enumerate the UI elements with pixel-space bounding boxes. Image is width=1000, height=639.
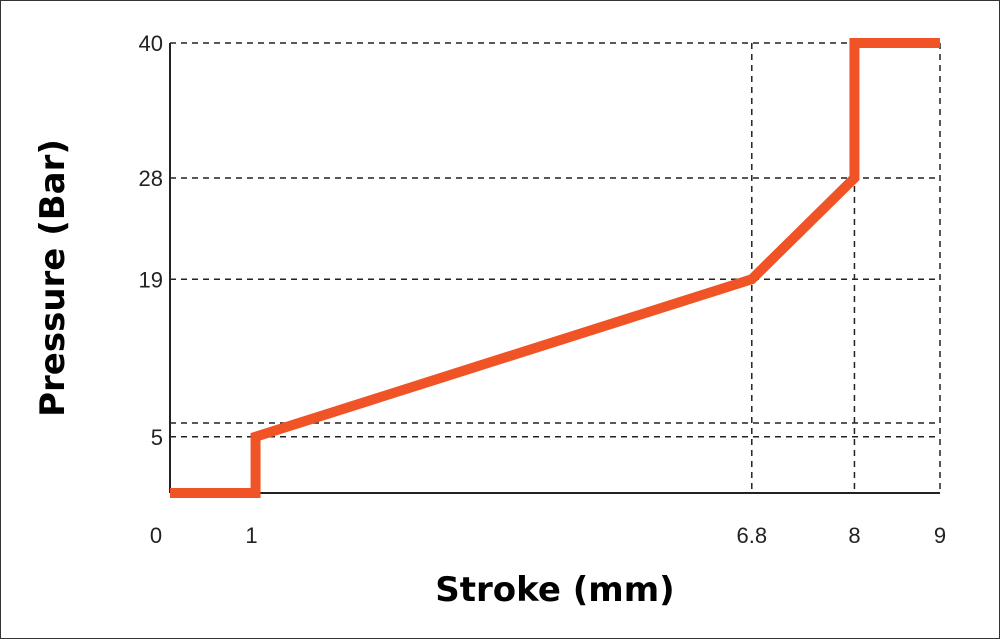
axes xyxy=(169,43,940,494)
x-tick-label: 6.8 xyxy=(736,523,767,548)
x-tick-label: 8 xyxy=(848,523,860,548)
x-tick-label: 0 xyxy=(150,523,162,548)
x-tick-labels: 0 1 6.8 8 9 xyxy=(150,523,946,548)
x-tick-label: 1 xyxy=(245,523,257,548)
grid-lines xyxy=(170,42,941,493)
x-tick-label: 9 xyxy=(934,523,946,548)
series-layer xyxy=(170,38,940,498)
y-tick-label: 28 xyxy=(139,166,163,191)
y-tick-label: 40 xyxy=(139,31,163,56)
y-tick-label: 5 xyxy=(151,425,163,450)
series-line-0 xyxy=(170,38,940,498)
x-axis-title: Stroke (mm) xyxy=(435,570,674,610)
y-tick-labels: 5 19 28 40 xyxy=(139,31,163,450)
y-axis-title: Pressure (Bar) xyxy=(33,139,73,417)
y-tick-label: 19 xyxy=(139,267,163,292)
